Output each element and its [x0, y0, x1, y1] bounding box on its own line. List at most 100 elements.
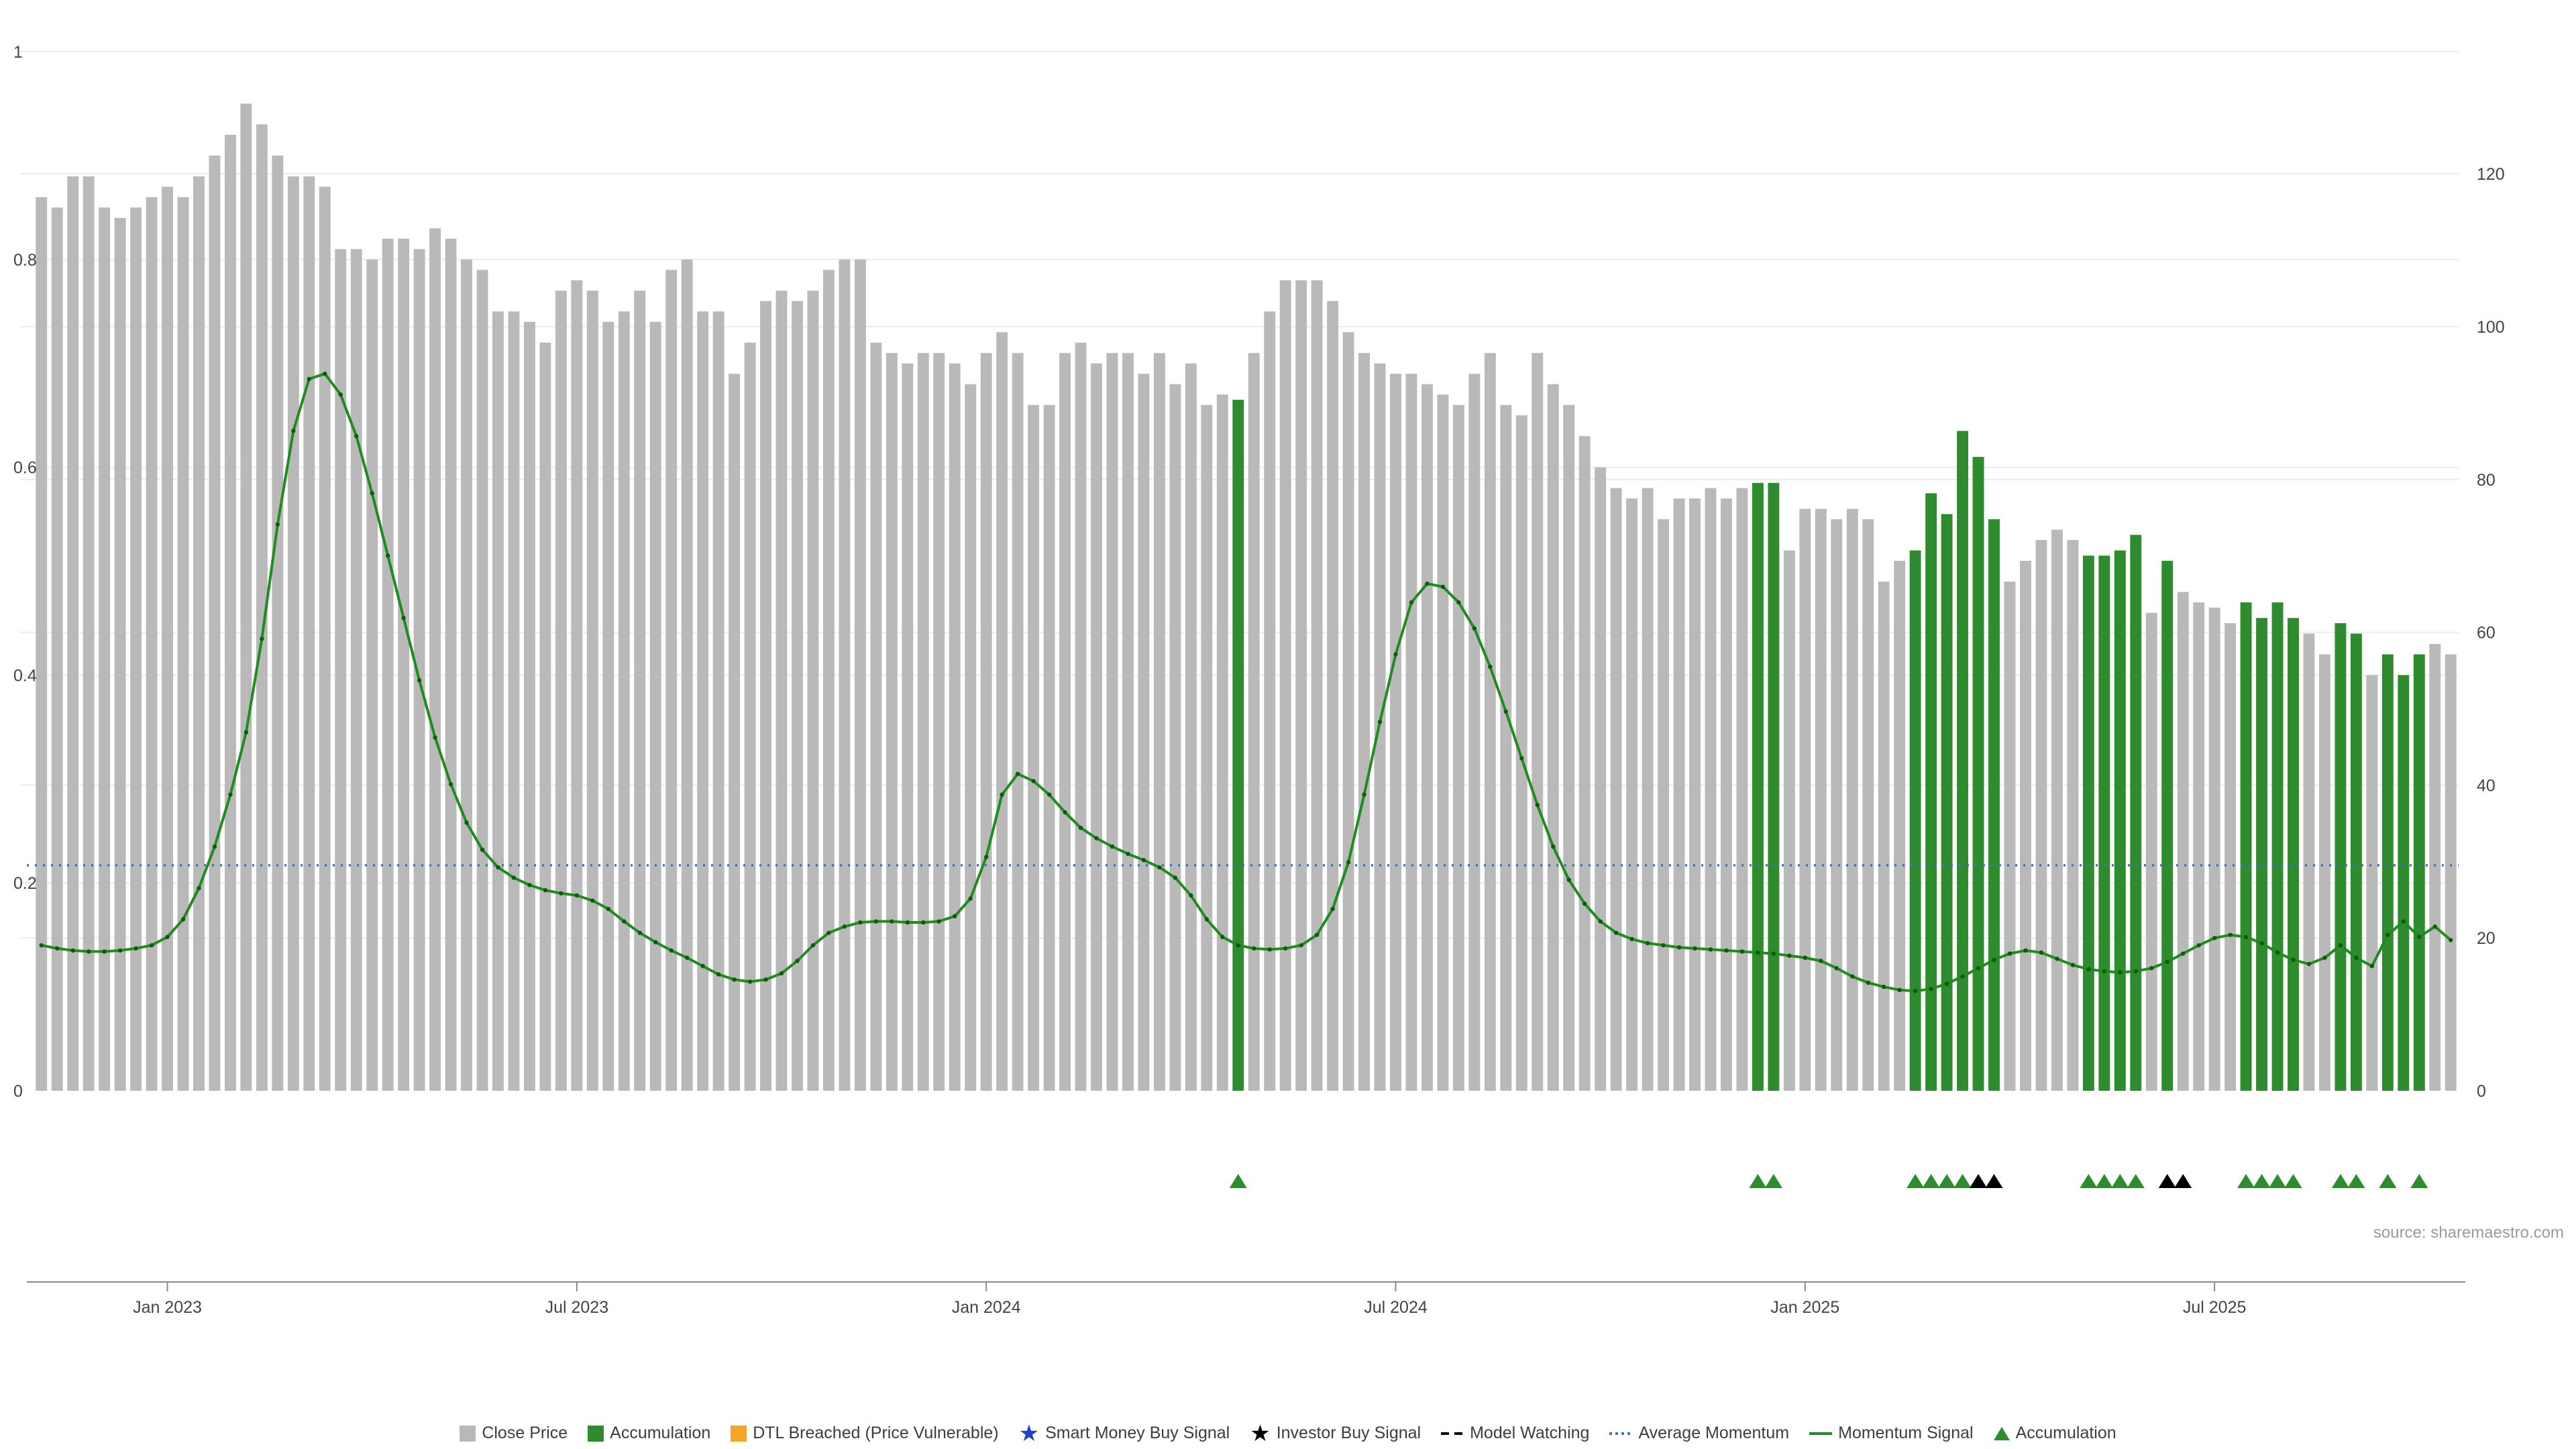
source-credit: source: sharemaestro.com [2373, 1224, 2564, 1242]
legend-item-dtl-breached-price-vulnerable[interactable]: DTL Breached (Price Vulnerable) [731, 1424, 999, 1443]
close-price-bar [1578, 436, 1591, 1091]
close-price-bar [2366, 675, 2378, 1091]
right-tick-label: 40 [2477, 776, 2496, 795]
close-price-bar [539, 342, 551, 1091]
close-price-bar [2224, 623, 2237, 1091]
close-price-bar [146, 197, 158, 1091]
close-price-bar [130, 207, 142, 1091]
accumulation-triangle-icon [2080, 1174, 2098, 1188]
legend-item-average-momentum[interactable]: Average Momentum [1609, 1424, 1789, 1443]
close-price-bar [917, 353, 929, 1091]
accumulation-triangle-icon [2284, 1174, 2302, 1188]
x-tick-label: Jan 2024 [952, 1298, 1021, 1317]
accumulation-triangle-icon [2331, 1174, 2349, 1188]
legend-item-close-price[interactable]: Close Price [460, 1424, 568, 1443]
accumulation-triangle-icon [2095, 1174, 2113, 1188]
accumulation-bar [2271, 602, 2284, 1091]
close-price-bar [1358, 353, 1371, 1091]
close-price-bar [933, 353, 945, 1091]
dotted-line-icon [1609, 1432, 1633, 1435]
legend-label: Accumulation [610, 1424, 711, 1442]
close-price-bar [2429, 643, 2441, 1091]
accumulation-triangle-icon [1229, 1174, 1247, 1188]
close-price-bar [885, 353, 898, 1091]
close-price-bar [1736, 488, 1748, 1091]
close-price-bar [1295, 280, 1307, 1091]
right-tick-label: 20 [2477, 929, 2496, 948]
left-tick-label: 0 [13, 1082, 23, 1101]
left-tick-label: 0.2 [13, 874, 37, 893]
accumulation-triangle-icon [2253, 1174, 2271, 1188]
dashed-line-icon [1441, 1432, 1464, 1435]
accumulation-triangle-icon [1938, 1174, 1956, 1188]
close-price-bar [854, 259, 866, 1091]
close-price-bar [1405, 374, 1417, 1091]
close-price-bar [1012, 353, 1024, 1091]
close-price-bar [2445, 654, 2457, 1091]
close-price-bar [413, 249, 425, 1091]
close-price-bar [1894, 561, 1906, 1091]
close-price-bar [649, 321, 661, 1091]
signal-markers [1229, 1174, 2428, 1188]
accumulation-triangle-icon [1907, 1174, 1925, 1188]
close-price-bar [508, 311, 520, 1091]
accumulation-bar [1232, 399, 1244, 1091]
x-tick-label: Jul 2023 [545, 1298, 609, 1317]
accumulation-triangle-icon [1764, 1174, 1782, 1188]
close-price-bar [1484, 353, 1496, 1091]
close-price-bar [2208, 607, 2220, 1091]
star-icon: ★ [1018, 1420, 1040, 1446]
legend-label: Average Momentum [1638, 1424, 1790, 1442]
legend: Close Price Accumulation DTL Breached (Pri… [0, 1420, 2576, 1446]
close-price-bar [1783, 550, 1795, 1091]
accumulation-triangle-icon [2379, 1174, 2397, 1188]
close-price-bar [476, 270, 488, 1091]
legend-item-model-watching[interactable]: Model Watching [1441, 1424, 1589, 1443]
close-price-bar [775, 290, 788, 1091]
close-price-bar [114, 217, 126, 1091]
close-price-bar [2067, 540, 2079, 1091]
close-price-bar [1673, 498, 1685, 1091]
accumulation-bar [2288, 618, 2299, 1091]
right-tick-label: 120 [2477, 165, 2505, 184]
accumulation-bar [1768, 482, 1780, 1091]
close-price-bar [224, 134, 236, 1091]
legend-item-accumulation[interactable]: Accumulation [588, 1424, 710, 1443]
accumulation-triangle-icon [1922, 1174, 1940, 1188]
close-price-bar [1705, 488, 1717, 1091]
legend-label: DTL Breached (Price Vulnerable) [753, 1424, 999, 1442]
close-price-bar [1028, 405, 1040, 1091]
close-price-bar [602, 321, 614, 1091]
legend-item-momentum-signal[interactable]: Momentum Signal [1809, 1424, 1974, 1443]
close-price-bar [1642, 488, 1654, 1091]
close-price-bar [67, 176, 79, 1091]
close-price-bar [760, 301, 771, 1091]
close-price-bar [1452, 405, 1464, 1091]
momentum-signal-line [39, 371, 2453, 994]
close-price-bar [1091, 363, 1102, 1091]
close-price-bar [335, 249, 347, 1091]
legend-item-accumulation[interactable]: Accumulation [1993, 1424, 2116, 1443]
x-tick-label: Jan 2025 [1770, 1298, 1839, 1317]
square-swatch-icon [460, 1425, 476, 1442]
close-price-bar [665, 270, 678, 1091]
close-price-bar [1468, 374, 1481, 1091]
legend-label: Model Watching [1470, 1424, 1590, 1442]
close-price-bar [1437, 394, 1449, 1091]
legend-item-smart-money-buy-signal[interactable]: ★ Smart Money Buy Signal [1018, 1420, 1230, 1446]
close-price-bar [523, 321, 535, 1091]
close-price-bar [902, 363, 914, 1091]
close-price-bar [1153, 353, 1165, 1091]
close-price-bar [350, 249, 362, 1091]
close-price-bar [272, 155, 284, 1091]
right-tick-label: 80 [2477, 471, 2496, 490]
close-price-bar [83, 176, 95, 1091]
close-price-bar [492, 311, 504, 1091]
close-price-bar [1216, 394, 1228, 1091]
legend-item-investor-buy-signal[interactable]: ★ Investor Buy Signal [1250, 1422, 1421, 1445]
accumulation-bar [2098, 555, 2110, 1091]
close-price-bar [445, 238, 457, 1091]
close-price-bar [1547, 384, 1559, 1091]
accumulation-bar [1988, 519, 2000, 1091]
close-price-bar [1532, 353, 1544, 1091]
